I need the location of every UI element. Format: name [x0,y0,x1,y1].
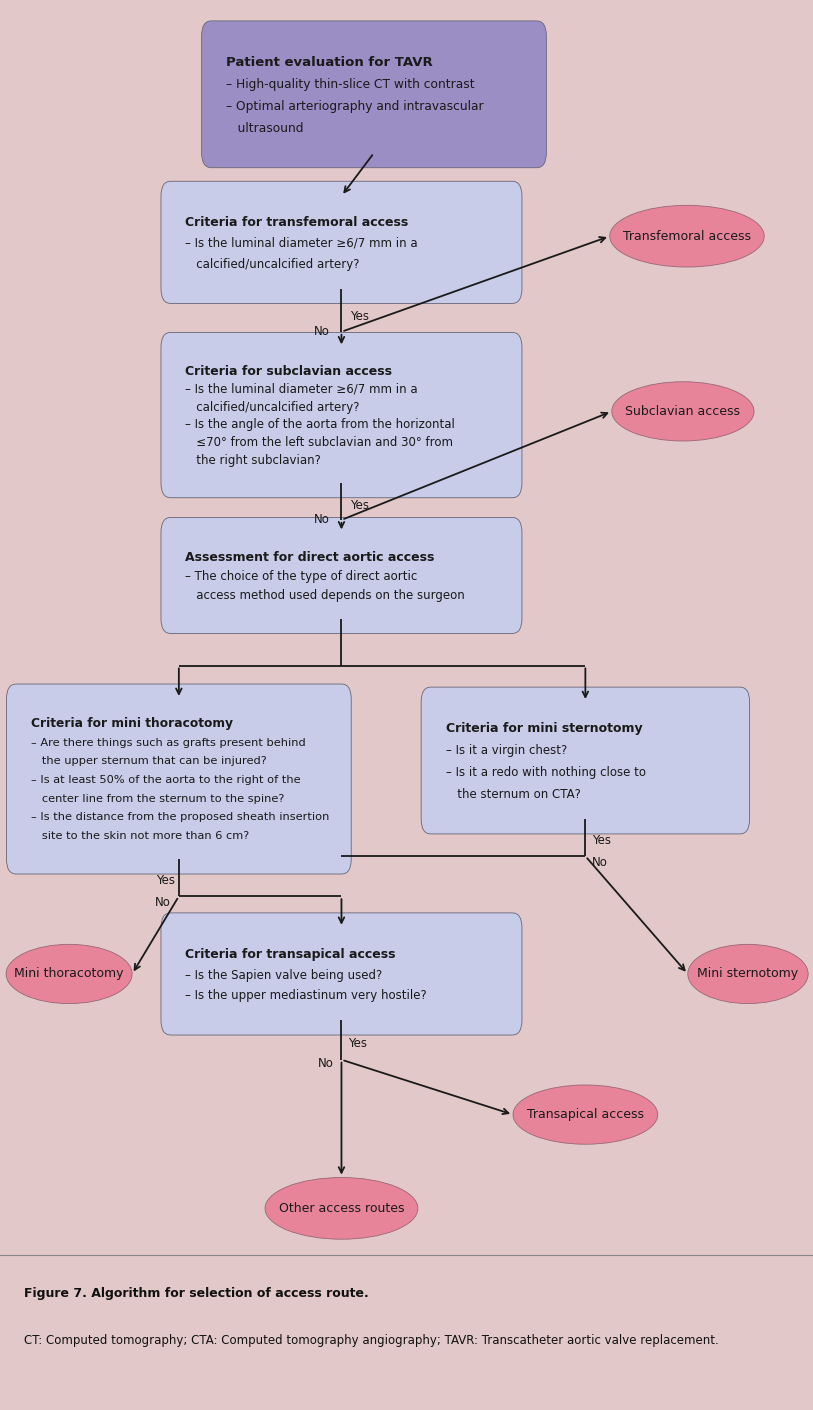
Text: Patient evaluation for TAVR: Patient evaluation for TAVR [226,56,433,69]
Text: the sternum on CTA?: the sternum on CTA? [446,788,580,801]
Text: Yes: Yes [350,499,368,512]
Text: ultrasound: ultrasound [226,121,303,135]
Ellipse shape [7,945,132,1004]
Ellipse shape [611,382,754,441]
Text: – Is the luminal diameter ≥6/7 mm in a: – Is the luminal diameter ≥6/7 mm in a [185,237,418,250]
Text: Subclavian access: Subclavian access [625,405,741,417]
Text: the upper sternum that can be injured?: the upper sternum that can be injured? [31,756,267,766]
Text: No: No [317,1058,333,1070]
Text: access method used depends on the surgeon: access method used depends on the surgeo… [185,589,465,602]
Ellipse shape [265,1177,418,1239]
Text: Assessment for direct aortic access: Assessment for direct aortic access [185,551,435,564]
Text: Mini sternotomy: Mini sternotomy [698,967,798,980]
Text: – Is the upper mediastinum very hostile?: – Is the upper mediastinum very hostile? [185,990,427,1003]
FancyBboxPatch shape [202,21,546,168]
Ellipse shape [610,206,764,266]
Text: Criteria for transfemoral access: Criteria for transfemoral access [185,216,409,228]
Text: calcified/uncalcified artery?: calcified/uncalcified artery? [185,258,360,271]
Text: Criteria for transapical access: Criteria for transapical access [185,948,396,960]
Text: Criteria for subclavian access: Criteria for subclavian access [185,365,393,378]
Text: Other access routes: Other access routes [279,1201,404,1215]
FancyBboxPatch shape [161,517,522,633]
Text: Yes: Yes [348,1038,367,1050]
FancyBboxPatch shape [7,684,351,874]
Text: Transfemoral access: Transfemoral access [623,230,751,243]
Text: Yes: Yes [592,833,611,846]
FancyBboxPatch shape [161,912,522,1035]
Ellipse shape [688,945,808,1004]
Text: – The choice of the type of direct aortic: – The choice of the type of direct aorti… [185,570,418,582]
Text: Mini thoracotomy: Mini thoracotomy [15,967,124,980]
Text: – Is it a virgin chest?: – Is it a virgin chest? [446,744,567,757]
FancyBboxPatch shape [161,333,522,498]
Text: – Is the angle of the aorta from the horizontal: – Is the angle of the aorta from the hor… [185,419,455,431]
Text: Transapical access: Transapical access [527,1108,644,1121]
Text: the right subclavian?: the right subclavian? [185,454,321,467]
Text: – Is the luminal diameter ≥6/7 mm in a: – Is the luminal diameter ≥6/7 mm in a [185,384,418,396]
Text: – Is the Sapien valve being used?: – Is the Sapien valve being used? [185,969,383,981]
Text: – Are there things such as grafts present behind: – Are there things such as grafts presen… [31,737,306,747]
Text: – Is it a redo with nothing close to: – Is it a redo with nothing close to [446,766,646,780]
FancyBboxPatch shape [421,687,750,833]
Text: No: No [592,856,608,869]
Text: Yes: Yes [156,874,175,887]
Text: No: No [313,513,329,526]
Text: Criteria for mini sternotomy: Criteria for mini sternotomy [446,722,642,735]
Text: Criteria for mini thoracotomy: Criteria for mini thoracotomy [31,718,233,730]
Ellipse shape [513,1086,658,1145]
Text: calcified/uncalcified artery?: calcified/uncalcified artery? [185,400,360,413]
FancyBboxPatch shape [161,182,522,303]
Text: CT: Computed tomography; CTA: Computed tomography angiography; TAVR: Transcathet: CT: Computed tomography; CTA: Computed t… [24,1334,720,1347]
Text: Figure 7. Algorithm for selection of access route.: Figure 7. Algorithm for selection of acc… [24,1287,369,1300]
Text: – Is at least 50% of the aorta to the right of the: – Is at least 50% of the aorta to the ri… [31,776,301,785]
Text: – Optimal arteriography and intravascular: – Optimal arteriography and intravascula… [226,100,484,113]
Text: ≤70° from the left subclavian and 30° from: ≤70° from the left subclavian and 30° fr… [185,436,454,448]
Text: – Is the distance from the proposed sheath insertion: – Is the distance from the proposed shea… [31,812,329,822]
Text: site to the skin not more than 6 cm?: site to the skin not more than 6 cm? [31,830,249,840]
Text: center line from the sternum to the spine?: center line from the sternum to the spin… [31,794,285,804]
Text: No: No [313,326,329,338]
Text: – High-quality thin-slice CT with contrast: – High-quality thin-slice CT with contra… [226,78,475,90]
Text: Yes: Yes [350,310,368,323]
Text: No: No [154,895,171,909]
